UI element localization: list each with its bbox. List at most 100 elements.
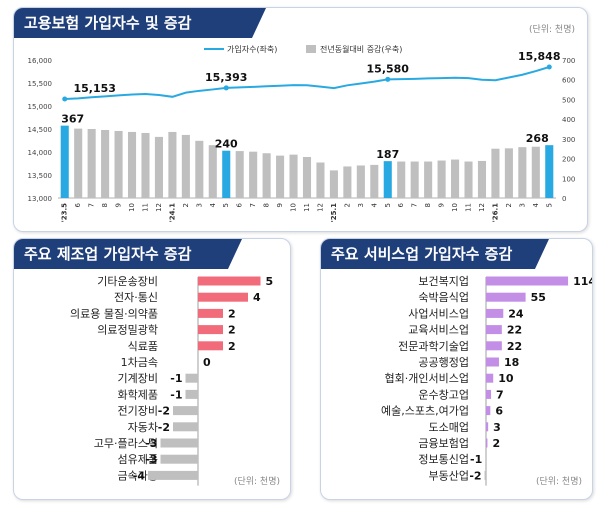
category-label: 공공행정업 <box>418 356 469 369</box>
y-right-tick-label: 400 <box>562 116 575 124</box>
bar-yoy-change <box>437 160 446 198</box>
bar <box>198 325 223 335</box>
category-label: 기계장비 <box>118 372 158 385</box>
bar-yoy-change <box>276 155 285 198</box>
bar-yoy-change <box>74 128 83 198</box>
category-label: 섬유제품 <box>118 453 158 466</box>
bar-yoy-change <box>491 148 500 198</box>
x-tick-label: 11 <box>465 203 473 212</box>
bar-yoy-change <box>168 131 177 198</box>
bar <box>148 470 198 480</box>
line-point-marker <box>546 64 552 70</box>
x-tick-label: 8 <box>263 203 271 207</box>
y-left-tick-label: 14,500 <box>28 126 53 134</box>
bar-yoy-change <box>329 170 338 198</box>
category-label: 정보통신업 <box>418 453 469 466</box>
bar-yoy-change <box>289 154 298 198</box>
x-tick-label: 3 <box>518 203 526 207</box>
bar-yoy-change <box>154 136 163 198</box>
category-label: 식료품 <box>128 340 158 353</box>
bar-yoy-change <box>195 140 204 198</box>
bar <box>486 341 502 351</box>
bar-value-label: -1 <box>170 388 182 401</box>
line-value-label: 15,153 <box>74 82 116 95</box>
services-panel: 주요 서비스업 가입자수 증감 (단위: 천명) 보건복지업 114 숙박음식업 55… <box>320 238 593 500</box>
legend-line-label: 가입자수(좌축) <box>227 45 277 54</box>
legend-bar-swatch <box>306 45 316 53</box>
x-tick-label: '25.1 <box>330 203 338 223</box>
bar-value-label: 187 <box>376 148 399 161</box>
bar <box>198 341 223 351</box>
bar-yoy-change <box>181 134 190 198</box>
y-left-tick-label: 15,500 <box>28 80 53 88</box>
bar-yoy-change <box>302 156 312 198</box>
x-tick-label: 2 <box>182 203 190 207</box>
bar-value-label: 2 <box>228 340 236 353</box>
category-label: 전기장비 <box>118 405 158 418</box>
legend-bar-label: 전년동월대비 증감(우축) <box>320 44 402 54</box>
x-tick-label: 5 <box>384 203 392 207</box>
bar-value-label: -4 <box>133 469 146 482</box>
bar-value-label: 18 <box>504 356 519 369</box>
x-tick-label: 5 <box>545 203 553 207</box>
category-label: 숙박음식업 <box>418 291 469 304</box>
x-tick-label: 9 <box>276 203 284 207</box>
bar <box>486 438 488 448</box>
category-label: 기타운송장비 <box>97 275 158 288</box>
x-tick-label: 2 <box>343 203 351 207</box>
bar <box>484 470 486 480</box>
x-tick-label: '26.1 <box>491 203 499 223</box>
category-label: 보건복지업 <box>418 275 469 288</box>
bar <box>486 325 502 335</box>
y-right-tick-label: 600 <box>562 77 575 85</box>
bar <box>485 454 486 464</box>
top-combo-chart: 가입자수(좌축) 전년동월대비 증감(우축) 16,000 15,500 15,000 1… <box>28 44 576 223</box>
category-label: 고무·플라스틱 <box>94 437 158 450</box>
x-tick-label: 12 <box>155 203 163 212</box>
line-point-marker <box>223 85 229 91</box>
bar-value-label: -2 <box>158 421 170 434</box>
y-right-tick-label: 300 <box>562 136 575 144</box>
bar-value-label: -1 <box>470 453 482 466</box>
line-point-marker <box>62 96 68 102</box>
category-label: 사업서비스업 <box>408 307 469 320</box>
x-tick-label: 6 <box>74 202 82 207</box>
x-tick-label: 2 <box>505 203 513 207</box>
bar-value-label: -3 <box>145 453 157 466</box>
bar <box>486 422 489 432</box>
bar-value-label: 2 <box>228 307 236 320</box>
y-right-tick-label: 200 <box>562 156 575 164</box>
bar-yoy-change <box>262 153 271 198</box>
employment-insurance-panel: 고용보험 가입자수 및 증감 (단위: 천명) 가입자수(좌축) 전년동월대비 증… <box>13 7 588 232</box>
category-label: 화학제품 <box>118 388 158 401</box>
category-label: 의료정밀광학 <box>97 324 158 337</box>
bar-yoy-change <box>383 161 392 198</box>
x-tick-label: 8 <box>101 203 109 207</box>
manufacturing-unit-label: (단위: 천명) <box>233 477 280 487</box>
x-tick-label: 4 <box>370 202 378 207</box>
bar-value-label: 2 <box>228 324 236 337</box>
category-label: 전문과학기술업 <box>398 340 469 353</box>
x-tick-label: 7 <box>249 203 257 207</box>
bar-value-label: 4 <box>253 291 261 304</box>
line-value-label: 15,393 <box>205 71 247 84</box>
category-label: 의료용 물질·의약품 <box>70 306 158 320</box>
bar-value-label: -2 <box>469 469 481 482</box>
services-unit-label: (단위: 천명) <box>535 477 582 487</box>
bar-value-label: 240 <box>215 138 238 151</box>
category-label: 도소매업 <box>429 421 469 434</box>
bar <box>486 389 492 399</box>
x-tick-label: 7 <box>411 203 419 207</box>
category-label: 금융보험업 <box>418 437 469 450</box>
bar-yoy-change <box>87 129 96 198</box>
bar-value-label: 22 <box>507 324 522 337</box>
x-tick-label: 8 <box>424 203 432 207</box>
x-tick-label: 12 <box>478 203 486 212</box>
y-left-tick-label: 16,000 <box>28 57 53 65</box>
manufacturing-panel: 주요 제조업 가입자수 증감 (단위: 천명) 기타운송장비 5 전자·통신 4 의료용… <box>13 238 291 500</box>
category-label: 교육서비스업 <box>408 324 469 337</box>
x-tick-label: 9 <box>115 203 123 207</box>
bar-yoy-change <box>222 150 231 198</box>
bar <box>486 276 569 286</box>
